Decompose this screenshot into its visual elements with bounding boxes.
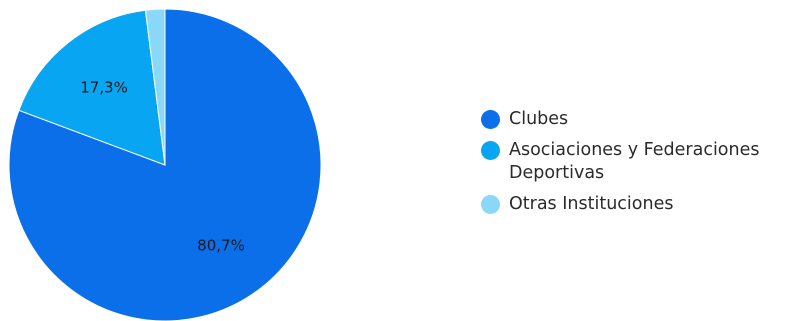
legend-item-asociaciones[interactable]: Asociaciones y Federaciones Deportivas bbox=[481, 139, 786, 185]
legend-label-otras: Otras Instituciones bbox=[509, 194, 674, 214]
slice-label-clubes: 80,7% bbox=[197, 236, 245, 254]
legend-label-asociaciones: Asociaciones y Federaciones Deportivas bbox=[509, 140, 760, 183]
legend-swatch-clubes bbox=[481, 110, 500, 129]
slice-asociaciones[interactable] bbox=[18, 9, 166, 166]
slice-otras[interactable] bbox=[144, 8, 166, 166]
legend: Clubes Asociaciones y Federaciones Depor… bbox=[481, 108, 786, 224]
legend-swatch-asociaciones bbox=[481, 141, 500, 160]
legend-label-clubes: Clubes bbox=[509, 109, 569, 129]
legend-swatch-otras bbox=[481, 195, 500, 214]
legend-item-otras[interactable]: Otras Instituciones bbox=[481, 193, 786, 216]
slice-label-asociaciones: 17,3% bbox=[80, 78, 128, 96]
legend-item-clubes[interactable]: Clubes bbox=[481, 108, 786, 131]
